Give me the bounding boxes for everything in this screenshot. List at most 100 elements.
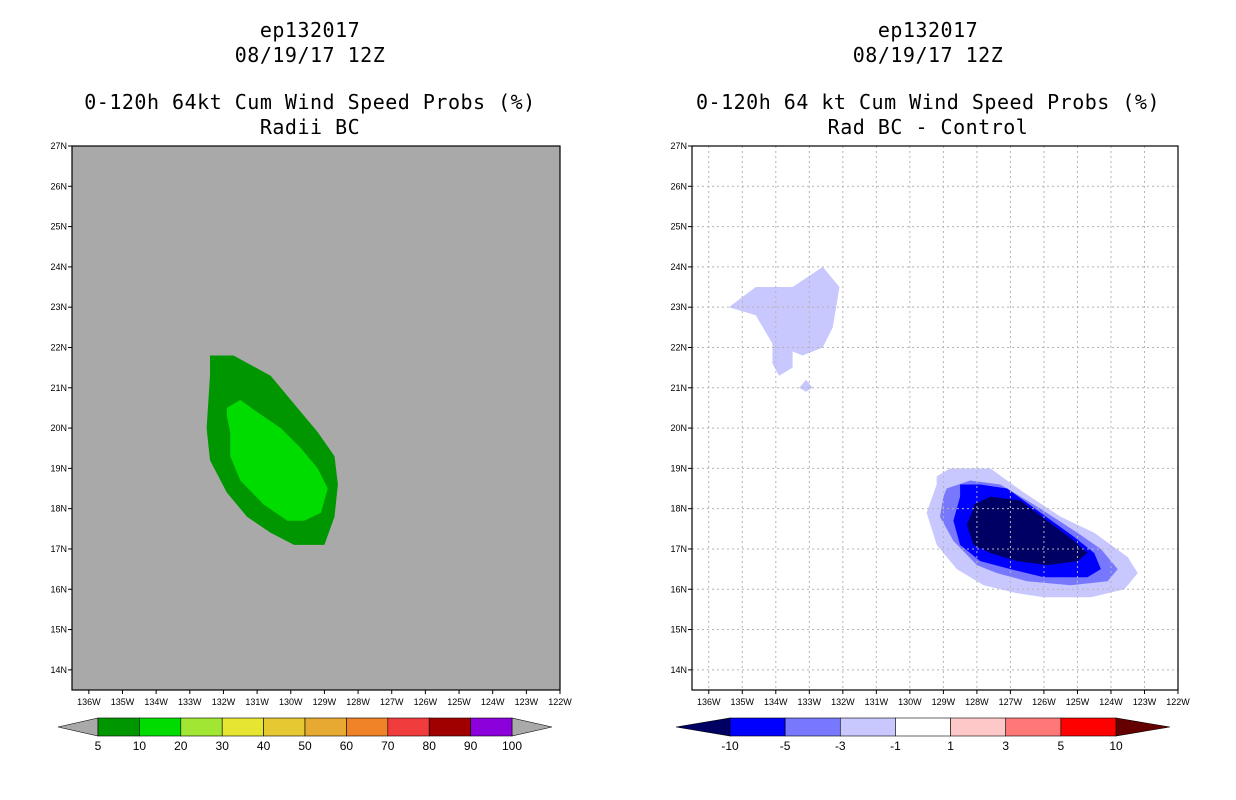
x-tick-label: 122W — [1166, 697, 1190, 707]
y-tick-label: 24N — [50, 262, 67, 272]
colorbar-label: 1 — [947, 739, 954, 753]
colorbar-label: 40 — [257, 739, 271, 753]
right-chart-subtitle: Rad BC - Control — [827, 115, 1029, 139]
left-subtitle-block: 0-120h 64kt Cum Wind Speed Probs (%) Rad… — [60, 90, 560, 140]
y-tick-label: 23N — [50, 302, 67, 312]
x-tick-label: 135W — [111, 697, 135, 707]
colorbar-box — [387, 717, 430, 737]
colorbar-box — [470, 717, 513, 737]
right-title-block: ep132017 08/19/17 12Z — [678, 18, 1178, 68]
colorbar-label: 60 — [340, 739, 354, 753]
y-tick-label: 26N — [50, 181, 67, 191]
x-tick-label: 133W — [798, 697, 822, 707]
left-chart: 136W 135W 134W 133W 132W 131W 130W 129W 128W 127W… — [50, 141, 572, 753]
y-tick-label: 17N — [670, 544, 687, 554]
y-tick-label: 14N — [670, 665, 687, 675]
colorbar-label: 5 — [95, 739, 102, 753]
x-tick-label: 136W — [697, 697, 721, 707]
y-tick-label: 19N — [670, 463, 687, 473]
x-tick-label: 125W — [1066, 697, 1090, 707]
y-tick-label: 25N — [50, 222, 67, 232]
colorbar-label: -1 — [890, 739, 901, 753]
colorbar-label: 80 — [423, 739, 437, 753]
contour-region — [226, 399, 328, 521]
colorbar-label: 5 — [1058, 739, 1065, 753]
left-chart-subtitle: Radii BC — [259, 115, 361, 139]
plot-frame — [691, 145, 1179, 691]
plot-background — [72, 146, 560, 690]
y-tick-label: 27N — [670, 141, 687, 151]
y-tick-label: 23N — [670, 302, 687, 312]
colorbar-label: 50 — [298, 739, 312, 753]
colorbar-label: 100 — [502, 739, 522, 753]
colorbar-label: 90 — [464, 739, 478, 753]
colorbar-label: 20 — [174, 739, 188, 753]
colorbar-label: 3 — [1002, 739, 1009, 753]
x-tick-label: 123W — [515, 697, 539, 707]
y-tick-label: 17N — [50, 544, 67, 554]
colorbar-label: 30 — [216, 739, 230, 753]
colorbar-box — [1060, 717, 1117, 737]
colorbar-box — [304, 717, 347, 737]
colorbar-box — [221, 717, 264, 737]
x-tick-label: 129W — [313, 697, 337, 707]
x-tick-label: 130W — [279, 697, 303, 707]
x-tick-label: 130W — [898, 697, 922, 707]
y-tick-label: 14N — [50, 665, 67, 675]
colorbar-label: 10 — [133, 739, 147, 753]
x-tick-label: 124W — [1099, 697, 1123, 707]
colorbar-box — [139, 717, 182, 737]
colorbar-end-low — [57, 717, 99, 737]
colorbar-box — [180, 717, 223, 737]
x-tick-label: 127W — [999, 697, 1023, 707]
colorbar-box — [950, 717, 1007, 737]
colorbar-box — [895, 717, 951, 737]
y-tick-label: 18N — [50, 504, 67, 514]
x-tick-label: 127W — [380, 697, 404, 707]
x-tick-label: 131W — [865, 697, 889, 707]
x-tick-label: 128W — [346, 697, 370, 707]
colorbar-box — [1005, 717, 1062, 737]
right-date: 08/19/17 12Z — [852, 43, 1004, 67]
y-tick-label: 22N — [50, 342, 67, 352]
colorbar: 5 10 20 30 40 50 60 70 80 90 100 — [57, 717, 553, 753]
contour-region — [799, 379, 813, 392]
y-tick-label: 20N — [670, 423, 687, 433]
y-tick-label: 16N — [50, 584, 67, 594]
colorbar-end-high — [511, 717, 553, 737]
colorbar-end-high — [1115, 717, 1171, 737]
x-tick-label: 133W — [178, 697, 202, 707]
colorbar-box — [729, 717, 786, 737]
x-tick-label: 124W — [481, 697, 505, 707]
x-tick-label: 132W — [831, 697, 855, 707]
y-tick-label: 27N — [50, 141, 67, 151]
colorbar-label: -10 — [721, 739, 739, 753]
contour-region — [728, 266, 840, 376]
right-chart: 136W 135W 134W 133W 132W 131W 130W 129W 128W 127W… — [670, 141, 1190, 753]
left-storm-id: ep132017 — [259, 18, 361, 42]
right-chart-title: 0-120h 64 kt Cum Wind Speed Probs (%) — [695, 90, 1161, 114]
colorbar: -10 -5 -3 -1 1 3 5 10 — [675, 717, 1171, 753]
y-tick-label: 15N — [670, 625, 687, 635]
colorbar-box — [97, 717, 140, 737]
colorbar-label: -3 — [835, 739, 846, 753]
right-subtitle-block: 0-120h 64 kt Cum Wind Speed Probs (%) Ra… — [678, 90, 1178, 140]
y-tick-label: 18N — [670, 504, 687, 514]
y-tick-label: 24N — [670, 262, 687, 272]
x-tick-label: 123W — [1133, 697, 1157, 707]
y-tick-label: 21N — [50, 383, 67, 393]
x-tick-label: 136W — [77, 697, 101, 707]
x-tick-label: 125W — [447, 697, 471, 707]
colorbar-box — [263, 717, 306, 737]
contour-region — [966, 496, 1088, 566]
x-tick-label: 126W — [414, 697, 438, 707]
y-tick-label: 26N — [670, 181, 687, 191]
plot-background — [692, 146, 1178, 690]
colorbar-end-low — [675, 717, 731, 737]
x-tick-label: 122W — [548, 697, 572, 707]
x-tick-label: 126W — [1032, 697, 1056, 707]
x-tick-label: 134W — [764, 697, 788, 707]
y-tick-label: 15N — [50, 625, 67, 635]
colorbar-label: 10 — [1109, 739, 1123, 753]
